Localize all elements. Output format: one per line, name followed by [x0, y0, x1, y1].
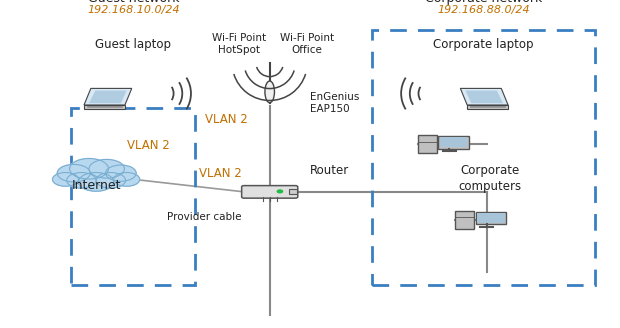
Text: Provider cable: Provider cable [167, 212, 242, 221]
Circle shape [113, 173, 140, 186]
Text: VLAN 2: VLAN 2 [205, 113, 247, 126]
Polygon shape [467, 105, 508, 109]
FancyBboxPatch shape [440, 137, 467, 147]
FancyBboxPatch shape [242, 186, 298, 198]
Text: 192.168.10.0/24: 192.168.10.0/24 [87, 5, 180, 15]
Circle shape [105, 165, 136, 181]
Circle shape [96, 173, 125, 188]
Text: Wi-Fi Point
Office: Wi-Fi Point Office [280, 33, 334, 55]
FancyBboxPatch shape [289, 189, 296, 195]
FancyBboxPatch shape [455, 211, 474, 229]
Polygon shape [89, 91, 126, 103]
Circle shape [53, 173, 78, 186]
Polygon shape [460, 88, 508, 105]
Text: Corporate laptop: Corporate laptop [433, 38, 534, 51]
Polygon shape [84, 105, 125, 109]
Text: VLAN 2: VLAN 2 [199, 167, 241, 180]
Text: VLAN 2: VLAN 2 [128, 139, 170, 153]
Circle shape [89, 159, 125, 178]
Ellipse shape [265, 81, 275, 103]
Polygon shape [84, 88, 131, 105]
Circle shape [67, 173, 96, 188]
Text: Guest network: Guest network [87, 0, 179, 5]
Text: EnGenius
EAP150: EnGenius EAP150 [310, 92, 360, 114]
Text: Router: Router [310, 164, 349, 177]
FancyBboxPatch shape [418, 135, 436, 153]
Circle shape [57, 164, 91, 182]
Text: Corporate
computers: Corporate computers [458, 164, 521, 193]
Text: 192.168.88.0/24: 192.168.88.0/24 [437, 5, 530, 15]
Text: Internet: Internet [71, 179, 121, 192]
FancyBboxPatch shape [476, 212, 507, 224]
Text: Corporate network: Corporate network [425, 0, 542, 5]
FancyBboxPatch shape [438, 136, 469, 149]
FancyBboxPatch shape [477, 213, 505, 223]
Text: Wi-Fi Point
HotSpot: Wi-Fi Point HotSpot [211, 33, 266, 55]
Polygon shape [466, 91, 503, 103]
Text: Guest laptop: Guest laptop [95, 38, 171, 51]
Circle shape [69, 158, 108, 179]
Circle shape [277, 190, 283, 193]
Circle shape [78, 173, 114, 191]
